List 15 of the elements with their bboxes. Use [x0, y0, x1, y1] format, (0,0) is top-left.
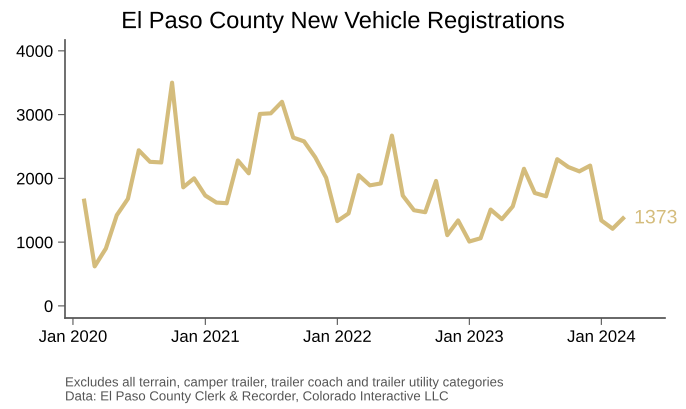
- text: Excludes all terrain, camper trailer, trailer coach and trailer utility categories: [66, 376, 504, 390]
- y-tick-label: 4000: [16, 45, 53, 58]
- x-tick-label: Jan 2022: [303, 330, 371, 342]
- x-tick-label: Jan 2024: [567, 330, 636, 342]
- line-series: [82, 80, 626, 268]
- y-tick-label: 3000: [16, 109, 53, 121]
- x-tick-label: Jan 2023: [435, 330, 503, 342]
- x-tick-label: Jan 2021: [171, 330, 239, 342]
- data-label: 1373: [636, 210, 677, 224]
- y-tick-label: 0: [44, 300, 53, 312]
- x-tick-label: Jan 2020: [38, 330, 107, 342]
- text: Data: El Paso County Clerk & Recorder, Colorado Interactive LLC: [66, 390, 448, 404]
- y-tick-label: 1000: [17, 236, 53, 248]
- chart-title: El Paso County New Vehicle Registrations: [123, 10, 564, 34]
- y-tick-label: 2000: [16, 172, 53, 185]
